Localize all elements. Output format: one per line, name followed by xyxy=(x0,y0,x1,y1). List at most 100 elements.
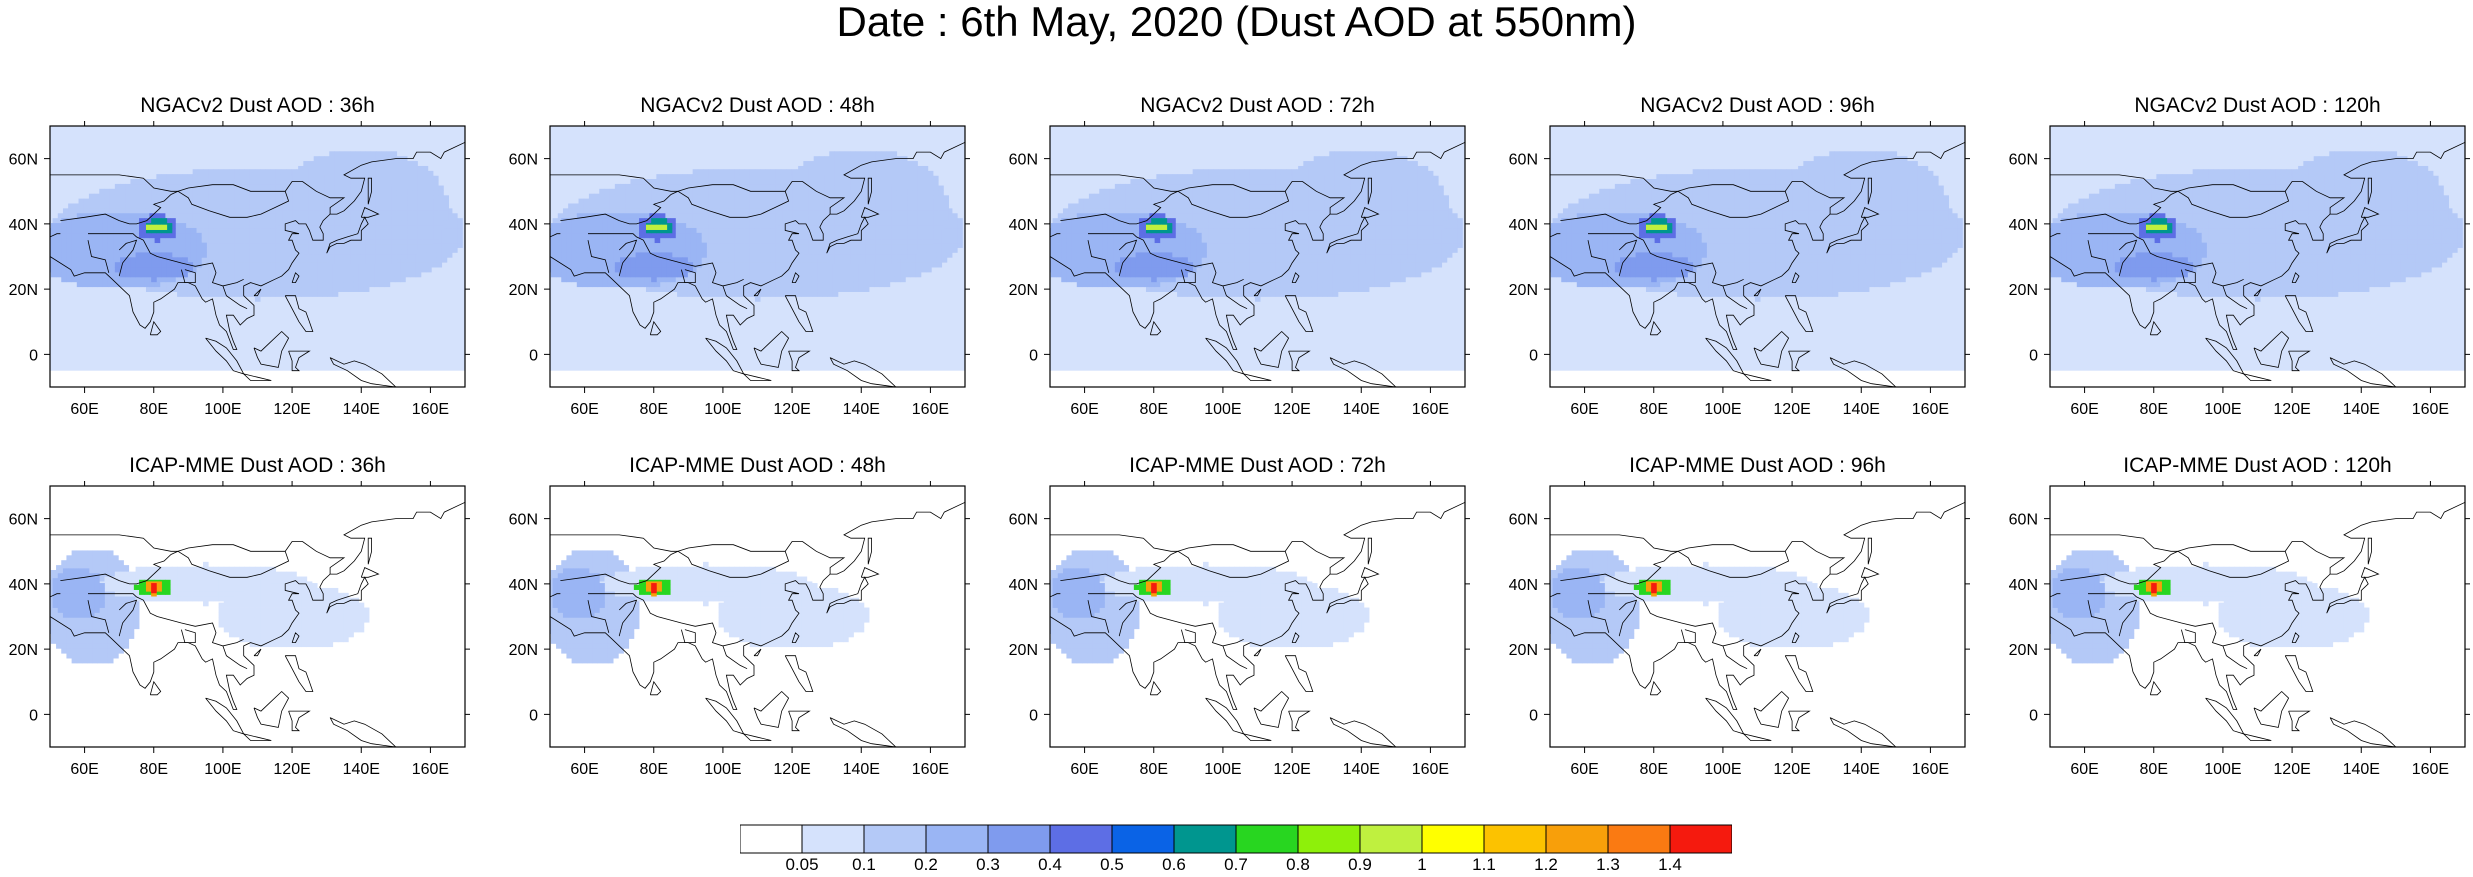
lon-tick-label: 80E xyxy=(2140,761,2168,778)
colorbar-label: 1.2 xyxy=(1534,855,1558,872)
lat-tick-label: 20N xyxy=(2009,642,2038,659)
lat-tick-label: 20N xyxy=(1509,642,1538,659)
dust-aod-field xyxy=(2030,126,2465,371)
lon-tick-label: 160E xyxy=(912,761,949,778)
colorbar-swatch xyxy=(802,825,864,853)
panel-title: NGACv2 Dust AOD : 36h xyxy=(140,94,375,117)
lat-tick-label: 0 xyxy=(1029,707,1038,724)
colorbar-swatch xyxy=(1298,825,1360,853)
lat-tick-label: 20N xyxy=(2009,282,2038,299)
colorbar-label: 1 xyxy=(1417,855,1426,872)
lon-tick-label: 80E xyxy=(640,401,668,418)
lon-tick-label: 160E xyxy=(412,761,449,778)
lon-tick-label: 140E xyxy=(843,401,880,418)
lat-tick-label: 0 xyxy=(2029,347,2038,364)
panel-title: ICAP-MME Dust AOD : 96h xyxy=(1629,454,1886,477)
lon-tick-label: 140E xyxy=(343,761,380,778)
lon-tick-label: 100E xyxy=(1204,761,1241,778)
lat-tick-label: 0 xyxy=(529,347,538,364)
dust-aod-field xyxy=(1530,126,1965,371)
lon-tick-label: 60E xyxy=(70,761,98,778)
colorbar-swatch xyxy=(864,825,926,853)
dust-aod-field xyxy=(30,126,465,371)
lat-tick-label: 0 xyxy=(529,707,538,724)
lon-tick-label: 60E xyxy=(2070,761,2098,778)
colorbar-swatch xyxy=(1112,825,1174,853)
lon-tick-label: 80E xyxy=(140,761,168,778)
lon-tick-label: 160E xyxy=(912,401,949,418)
lon-tick-label: 140E xyxy=(1343,401,1380,418)
lon-tick-label: 100E xyxy=(704,401,741,418)
lon-tick-label: 120E xyxy=(1773,761,1810,778)
lon-tick-label: 60E xyxy=(1570,761,1598,778)
lat-tick-label: 40N xyxy=(2009,217,2038,234)
lon-tick-label: 100E xyxy=(1704,401,1741,418)
colorbar-label: 0.2 xyxy=(914,855,938,872)
lat-tick-label: 60N xyxy=(1509,512,1538,529)
colorbar-label: 1.1 xyxy=(1472,855,1496,872)
lat-tick-label: 60N xyxy=(1009,512,1038,529)
lon-tick-label: 120E xyxy=(273,761,310,778)
lon-tick-label: 60E xyxy=(570,761,598,778)
lon-tick-label: 60E xyxy=(2070,401,2098,418)
panel-title: ICAP-MME Dust AOD : 36h xyxy=(129,454,386,477)
lat-tick-label: 20N xyxy=(1009,642,1038,659)
lon-tick-label: 160E xyxy=(2412,401,2449,418)
lon-tick-label: 100E xyxy=(1204,401,1241,418)
lon-tick-label: 80E xyxy=(1140,761,1168,778)
dust-aod-field xyxy=(1030,126,1465,371)
aod-patch xyxy=(646,225,667,230)
colorbar-swatch xyxy=(1608,825,1670,853)
lon-tick-label: 80E xyxy=(2140,401,2168,418)
colorbar-label: 0.3 xyxy=(976,855,1000,872)
lon-tick-label: 120E xyxy=(2273,401,2310,418)
lon-tick-label: 160E xyxy=(1912,761,1949,778)
lat-tick-label: 0 xyxy=(1529,707,1538,724)
lat-tick-label: 40N xyxy=(2009,577,2038,594)
lon-tick-label: 100E xyxy=(204,761,241,778)
lon-tick-label: 140E xyxy=(2343,401,2380,418)
lon-tick-label: 120E xyxy=(1773,401,1810,418)
lon-tick-label: 120E xyxy=(773,761,810,778)
lat-tick-label: 60N xyxy=(9,512,38,529)
lat-tick-label: 40N xyxy=(9,577,38,594)
lat-tick-label: 20N xyxy=(9,282,38,299)
lat-tick-label: 20N xyxy=(509,642,538,659)
lon-tick-label: 120E xyxy=(1273,401,1310,418)
lat-tick-label: 0 xyxy=(29,347,38,364)
lon-tick-label: 80E xyxy=(1640,401,1668,418)
lon-tick-label: 100E xyxy=(2204,761,2241,778)
lat-tick-label: 40N xyxy=(1509,217,1538,234)
lon-tick-label: 160E xyxy=(2412,761,2449,778)
lat-tick-label: 20N xyxy=(509,282,538,299)
colorbar-swatch xyxy=(1484,825,1546,853)
colorbar-swatch xyxy=(1670,825,1732,853)
lon-tick-label: 60E xyxy=(1070,761,1098,778)
panel-title: NGACv2 Dust AOD : 72h xyxy=(1140,94,1375,117)
lon-tick-label: 80E xyxy=(1640,761,1668,778)
colorbar-label: 1.4 xyxy=(1658,855,1682,872)
aod-patch xyxy=(2272,151,2449,264)
lat-tick-label: 40N xyxy=(1509,577,1538,594)
lat-tick-label: 0 xyxy=(1029,347,1038,364)
lon-tick-label: 60E xyxy=(570,401,598,418)
colorbar-label: 0.7 xyxy=(1224,855,1248,872)
lon-tick-label: 60E xyxy=(1070,401,1098,418)
aod-patch xyxy=(146,225,167,230)
lon-tick-label: 60E xyxy=(70,401,98,418)
